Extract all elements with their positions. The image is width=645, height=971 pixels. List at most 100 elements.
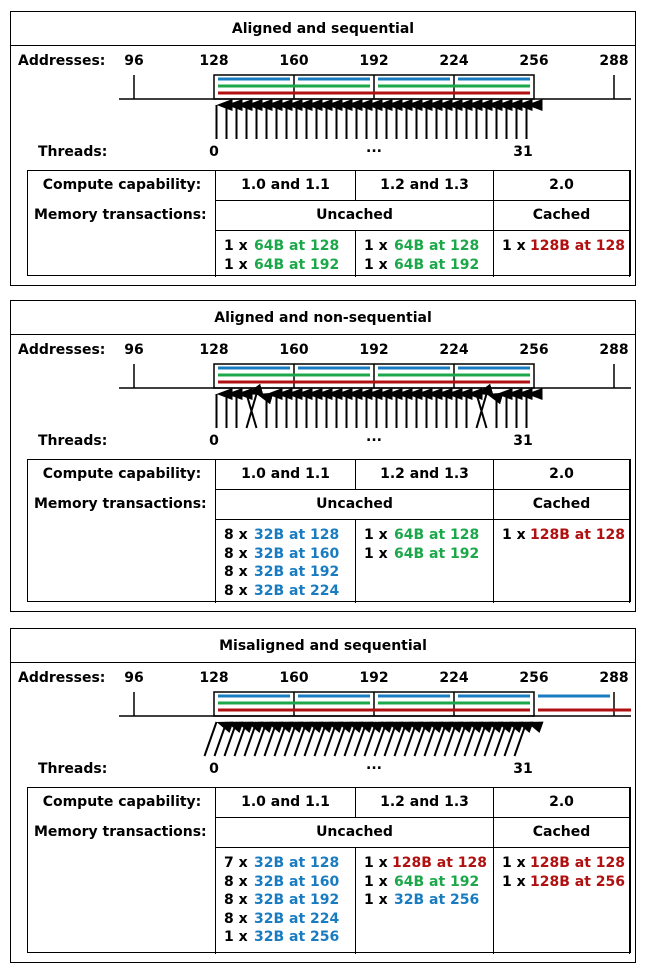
compute-capability-label: Compute capability:	[42, 794, 202, 810]
uncached-label: Uncached	[316, 207, 393, 223]
compute-capability-value: 2.0	[549, 794, 574, 810]
thread-arrow	[363, 721, 394, 757]
header-cell-cc_20: 2.0	[493, 170, 630, 201]
memory-transactions-label: Memory transactions:	[34, 824, 207, 840]
address-label: 256	[519, 670, 549, 686]
transaction-line: 1 x 128B at 128	[502, 855, 625, 871]
transaction-text: 32B at 192	[254, 892, 340, 908]
addresses-label: Addresses:	[18, 342, 106, 358]
transaction-count: 8 x	[224, 892, 248, 908]
transaction-count: 1 x	[224, 929, 248, 945]
header-cell-cc_20: 2.0	[493, 459, 630, 490]
thread-arrow	[513, 721, 544, 757]
transactions-table: Compute capability: 1.0 and 1.1 1.2 and 1.…	[27, 459, 631, 603]
compute-capability-value: 1.2 and 1.3	[380, 177, 469, 193]
thread-arrow	[343, 721, 374, 757]
transactions-table: Compute capability: 1.0 and 1.1 1.2 and 1.…	[27, 787, 631, 954]
transactions-cell-col12: 1 x 128B at 128 1 x 64B at 192 1 x 32B at 256	[355, 847, 494, 954]
thread-arrow	[353, 721, 384, 757]
addresses-label: Addresses:	[18, 53, 106, 69]
thread-ellipsis: ...	[366, 140, 382, 156]
transaction-line: 1 x 64B at 192	[364, 257, 479, 273]
compute-capability-value: 2.0	[549, 466, 574, 482]
cached-header-cell: Cached	[493, 489, 630, 520]
memory-transactions-label: Memory transactions:	[34, 207, 207, 223]
address-label: 96	[124, 670, 144, 686]
uncached-header-cell: Uncached	[215, 817, 494, 848]
transaction-text: 32B at 224	[254, 582, 340, 599]
transaction-count: 1 x	[502, 527, 526, 543]
transaction-text: 64B at 128	[254, 238, 340, 254]
compute-capability-label: Compute capability:	[42, 177, 202, 193]
compute-capability-value: 1.0 and 1.1	[241, 794, 330, 810]
thread-ellipsis: ...	[366, 429, 382, 445]
thread-last-label: 31	[513, 761, 533, 777]
transaction-text: 64B at 192	[394, 256, 480, 273]
address-label: 192	[359, 53, 389, 69]
transaction-count: 8 x	[224, 582, 248, 599]
panel-non-sequential: Aligned and non-sequential Addresses: 96 12…	[10, 300, 636, 612]
thread-arrow	[493, 721, 524, 757]
address-label: 160	[279, 670, 309, 686]
transaction-text: 32B at 128	[254, 527, 340, 543]
transaction-count: 8 x	[224, 527, 248, 543]
address-label: 288	[599, 53, 629, 69]
transactions-table: Compute capability: 1.0 and 1.1 1.2 and 1.…	[27, 170, 631, 277]
thread-arrow	[213, 721, 244, 757]
transaction-line: 8 x 32B at 160	[224, 546, 339, 562]
thread-first-label: 0	[209, 433, 219, 449]
thread-first-label: 0	[209, 144, 219, 160]
cached-label: Cached	[532, 824, 591, 840]
thread-arrow	[443, 721, 474, 757]
address-label: 96	[124, 53, 144, 69]
address-label: 128	[199, 670, 229, 686]
transaction-line: 1 x 64B at 128	[364, 238, 479, 254]
header-cell-cc_20: 2.0	[493, 787, 630, 818]
thread-last-label: 31	[513, 144, 533, 160]
address-label: 224	[439, 53, 469, 69]
compute-capability-value: 1.2 and 1.3	[380, 466, 469, 482]
transaction-text: 32B at 256	[394, 892, 480, 908]
memory-transactions-label: Memory transactions:	[34, 496, 207, 512]
transaction-line: 8 x 32B at 160	[224, 874, 339, 890]
transaction-text: 32B at 256	[254, 929, 340, 945]
threads-label: Threads:	[38, 144, 108, 160]
panel-title: Misaligned and sequential	[11, 629, 635, 663]
compute-capability-value: 1.2 and 1.3	[380, 794, 469, 810]
transaction-line: 8 x 32B at 192	[224, 564, 339, 580]
thread-last-label: 31	[513, 433, 533, 449]
uncached-label: Uncached	[316, 824, 393, 840]
thread-arrow	[483, 721, 514, 757]
thread-arrow	[283, 721, 314, 757]
thread-arrow	[503, 721, 534, 757]
transaction-text: 32B at 128	[254, 855, 340, 871]
memory-diagram	[119, 74, 631, 139]
transaction-count: 1 x	[364, 256, 388, 273]
cached-label: Cached	[532, 496, 591, 512]
cached-header-cell: Cached	[493, 817, 630, 848]
thread-arrow	[413, 721, 444, 757]
thread-arrow	[253, 721, 284, 757]
transaction-line: 1 x 64B at 128	[364, 527, 479, 543]
transaction-line: 1 x 64B at 128	[224, 238, 339, 254]
compute-capability-value: 1.0 and 1.1	[241, 466, 330, 482]
header-cell-cc_10: 1.0 and 1.1	[215, 787, 356, 818]
transactions-cell-col20: 1 x 128B at 128	[493, 230, 630, 277]
transaction-text: 64B at 192	[254, 256, 340, 273]
address-label: 160	[279, 342, 309, 358]
transaction-text: 128B at 128	[530, 238, 626, 254]
uncached-label: Uncached	[316, 496, 393, 512]
thread-arrow	[475, 392, 504, 429]
thread-arrow	[313, 721, 344, 757]
transaction-count: 1 x	[502, 238, 526, 254]
transaction-text: 32B at 160	[254, 873, 340, 890]
address-label: 256	[519, 53, 549, 69]
thread-arrow	[303, 721, 334, 757]
transaction-text: 128B at 128	[392, 855, 488, 871]
panel-title: Aligned and non-sequential	[11, 301, 635, 335]
transaction-count: 7 x	[224, 855, 248, 871]
transaction-text: 64B at 192	[394, 545, 480, 562]
transaction-line: 1 x 64B at 192	[224, 257, 339, 273]
compute-capability-value: 2.0	[549, 177, 574, 193]
address-label: 288	[599, 670, 629, 686]
